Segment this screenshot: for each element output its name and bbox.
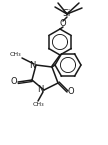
Text: O: O xyxy=(68,87,75,97)
Text: Si: Si xyxy=(63,10,71,19)
Text: O: O xyxy=(10,77,17,87)
Text: CH₃: CH₃ xyxy=(9,52,21,57)
Text: N: N xyxy=(29,60,35,69)
Text: CH₃: CH₃ xyxy=(32,102,44,107)
Text: O: O xyxy=(60,19,66,29)
Text: N: N xyxy=(37,86,43,95)
